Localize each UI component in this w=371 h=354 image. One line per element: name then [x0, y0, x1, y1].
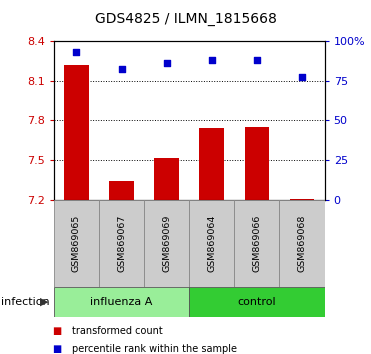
Bar [54, 287, 189, 317]
Bar [64, 64, 89, 200]
Bar [189, 200, 234, 287]
Bar [234, 200, 279, 287]
Text: percentile rank within the sample: percentile rank within the sample [72, 344, 237, 354]
Bar [199, 128, 224, 200]
Bar [189, 287, 325, 317]
Point [164, 60, 170, 66]
Text: GSM869065: GSM869065 [72, 215, 81, 272]
Bar [109, 182, 134, 200]
Bar [154, 158, 179, 200]
Text: infection: infection [1, 297, 49, 307]
Bar [54, 200, 99, 287]
Text: ▶: ▶ [40, 297, 49, 307]
Text: control: control [237, 297, 276, 307]
Point [299, 75, 305, 80]
Point [119, 67, 125, 72]
Text: GSM869068: GSM869068 [298, 215, 306, 272]
Text: influenza A: influenza A [90, 297, 153, 307]
Text: GSM869067: GSM869067 [117, 215, 126, 272]
Bar [279, 200, 325, 287]
Bar [144, 200, 189, 287]
Point [209, 57, 215, 63]
Text: GSM869066: GSM869066 [252, 215, 262, 272]
Text: GSM869069: GSM869069 [162, 215, 171, 272]
Bar [99, 200, 144, 287]
Text: transformed count: transformed count [72, 326, 163, 336]
Point [73, 49, 79, 55]
Text: ■: ■ [52, 344, 61, 354]
Bar [290, 199, 315, 200]
Text: GDS4825 / ILMN_1815668: GDS4825 / ILMN_1815668 [95, 12, 276, 27]
Bar [244, 127, 269, 200]
Point [254, 57, 260, 63]
Text: ■: ■ [52, 326, 61, 336]
Text: GSM869064: GSM869064 [207, 215, 216, 272]
